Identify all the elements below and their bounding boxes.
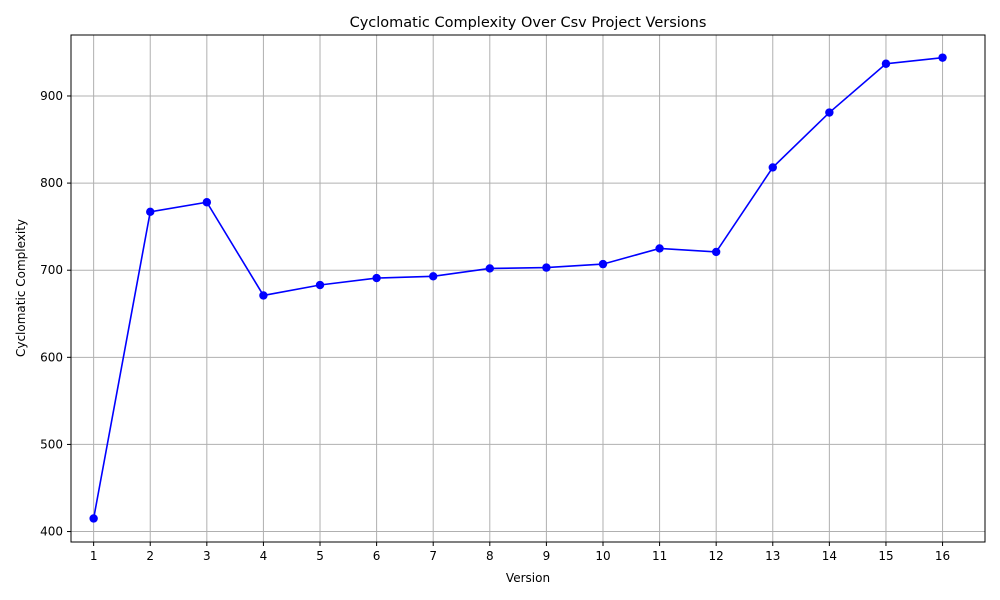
x-tick-label: 1 bbox=[90, 549, 98, 563]
y-tick-label: 500 bbox=[40, 437, 63, 451]
y-tick-label: 900 bbox=[40, 89, 63, 103]
x-tick-label: 9 bbox=[543, 549, 551, 563]
data-point bbox=[146, 207, 155, 217]
x-tick-label: 16 bbox=[935, 549, 950, 563]
y-axis-title: Cyclomatic Complexity bbox=[14, 219, 28, 357]
data-point bbox=[768, 163, 777, 172]
x-axis-title: Version bbox=[506, 571, 550, 585]
x-tick-label: 8 bbox=[486, 549, 494, 563]
data-point bbox=[825, 108, 834, 117]
x-tick-label: 14 bbox=[822, 549, 837, 563]
data-point bbox=[372, 273, 381, 283]
chart-title: Cyclomatic Complexity Over Csv Project V… bbox=[350, 15, 707, 31]
data-point bbox=[542, 263, 551, 272]
x-tick-label: 7 bbox=[429, 549, 437, 563]
series-cyclomatic-complexity bbox=[89, 53, 947, 523]
x-tick-label: 6 bbox=[373, 549, 381, 563]
grid bbox=[71, 35, 985, 542]
x-tick-label: 4 bbox=[260, 549, 268, 563]
data-point bbox=[485, 264, 494, 273]
x-tick-label: 15 bbox=[878, 549, 893, 563]
data-point bbox=[711, 247, 721, 257]
x-tick-label: 13 bbox=[765, 549, 780, 563]
data-point bbox=[89, 514, 98, 523]
x-tick-label: 3 bbox=[203, 549, 211, 563]
x-tick-label: 12 bbox=[709, 549, 724, 563]
series-line bbox=[92, 56, 943, 519]
y-tick-label: 800 bbox=[40, 176, 63, 190]
data-point bbox=[202, 198, 212, 207]
data-point bbox=[655, 244, 664, 253]
data-point bbox=[938, 53, 947, 62]
data-point bbox=[881, 59, 891, 68]
axis-ticks: 1 2 3 4 5 6 7 8 9 10 11 12 13 14 15 1640050060070080090… bbox=[40, 89, 950, 563]
plot-frame bbox=[70, 34, 986, 543]
y-tick-label: 700 bbox=[40, 263, 63, 277]
data-point bbox=[598, 259, 608, 269]
data-point bbox=[259, 291, 268, 300]
y-tick-label: 600 bbox=[40, 350, 63, 364]
x-tick-label: 10 bbox=[595, 549, 610, 563]
data-point bbox=[429, 272, 438, 281]
data-point bbox=[315, 280, 325, 290]
x-tick-label: 5 bbox=[316, 549, 324, 563]
x-tick-label: 11 bbox=[652, 549, 667, 563]
x-tick-label: 2 bbox=[146, 549, 154, 563]
y-tick-label: 400 bbox=[40, 525, 63, 539]
